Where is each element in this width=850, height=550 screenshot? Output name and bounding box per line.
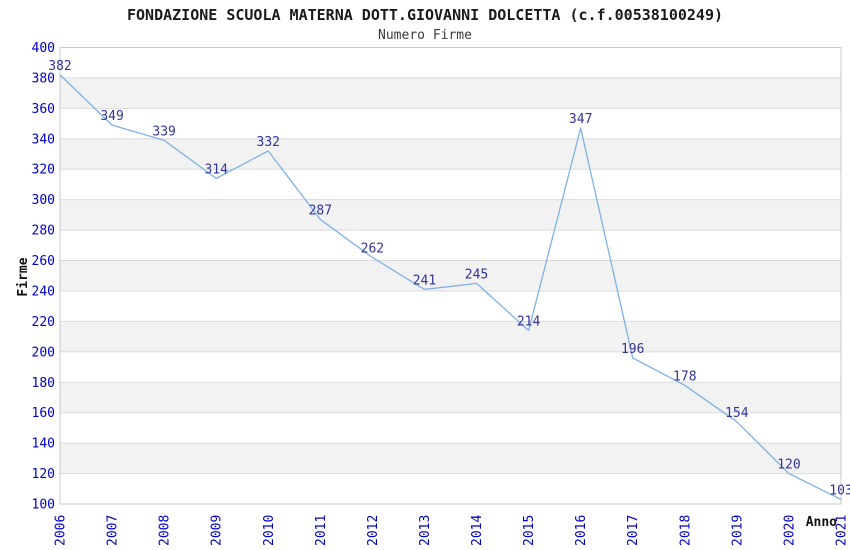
y-tick-label: 260 (32, 254, 55, 269)
value-label: 332 (257, 135, 280, 150)
x-tick-label: 2016 (574, 515, 589, 546)
plot-border (59, 47, 842, 505)
y-axis-title: Firme (16, 257, 31, 296)
plot-band (60, 199, 841, 231)
y-tick-label: 160 (32, 406, 55, 421)
y-tick-label: 100 (32, 498, 55, 513)
value-label: 314 (204, 162, 228, 177)
plot-band (60, 443, 841, 474)
value-label: 339 (152, 124, 175, 139)
x-tick-label: 2010 (262, 515, 277, 546)
y-tick-label: 400 (32, 41, 55, 56)
x-tick-label: 2021 (835, 515, 850, 546)
x-tick-label: 2009 (210, 515, 225, 546)
value-label: 103 (829, 483, 850, 498)
x-tick-label: 2017 (626, 515, 641, 546)
x-tick-label: 2020 (782, 515, 797, 546)
value-label: 196 (621, 342, 644, 357)
y-tick-label: 220 (32, 315, 55, 330)
y-tick-label: 120 (32, 467, 55, 482)
y-tick-label: 240 (32, 284, 55, 299)
y-tick-label: 300 (32, 193, 55, 208)
x-tick-label: 2008 (158, 515, 173, 546)
plot-band (60, 321, 841, 352)
value-label: 178 (673, 369, 696, 384)
value-label: 347 (569, 112, 592, 127)
plot-band (60, 138, 841, 170)
x-tick-label: 2018 (678, 515, 693, 546)
line-series (59, 74, 842, 501)
y-tick-label: 280 (32, 224, 55, 239)
chart-subtitle: Numero Firme (378, 28, 472, 43)
y-tick-label: 180 (32, 376, 55, 391)
value-label: 382 (48, 59, 71, 74)
x-tick-label: 2013 (418, 515, 433, 546)
x-tick-label: 2007 (106, 515, 121, 546)
chart-title: FONDAZIONE SCUOLA MATERNA DOTT.GIOVANNI … (126, 6, 724, 24)
x-tick-label: 2012 (366, 515, 381, 546)
value-label: 214 (517, 315, 541, 330)
value-label: 120 (777, 458, 800, 473)
x-tick-label: 2011 (314, 515, 329, 546)
value-label: 349 (100, 109, 123, 124)
y-tick-label: 320 (32, 163, 55, 178)
plot-band (60, 382, 841, 413)
value-label: 245 (465, 267, 488, 282)
y-tick-label: 340 (32, 132, 55, 147)
x-axis-title: Anno (806, 515, 837, 530)
x-tick-label: 2006 (54, 515, 69, 546)
value-label: 154 (725, 406, 749, 421)
y-tick-label: 360 (32, 102, 55, 117)
y-tick-label: 380 (32, 71, 55, 86)
plot-band (60, 77, 841, 109)
x-tick-label: 2015 (522, 515, 537, 546)
value-label: 262 (361, 241, 384, 256)
y-tick-label: 200 (32, 345, 55, 360)
x-tick-label: 2019 (730, 515, 745, 546)
x-tick-label: 2014 (470, 515, 485, 546)
value-label: 287 (309, 203, 332, 218)
y-tick-label: 140 (32, 437, 55, 452)
value-label: 241 (413, 273, 436, 288)
